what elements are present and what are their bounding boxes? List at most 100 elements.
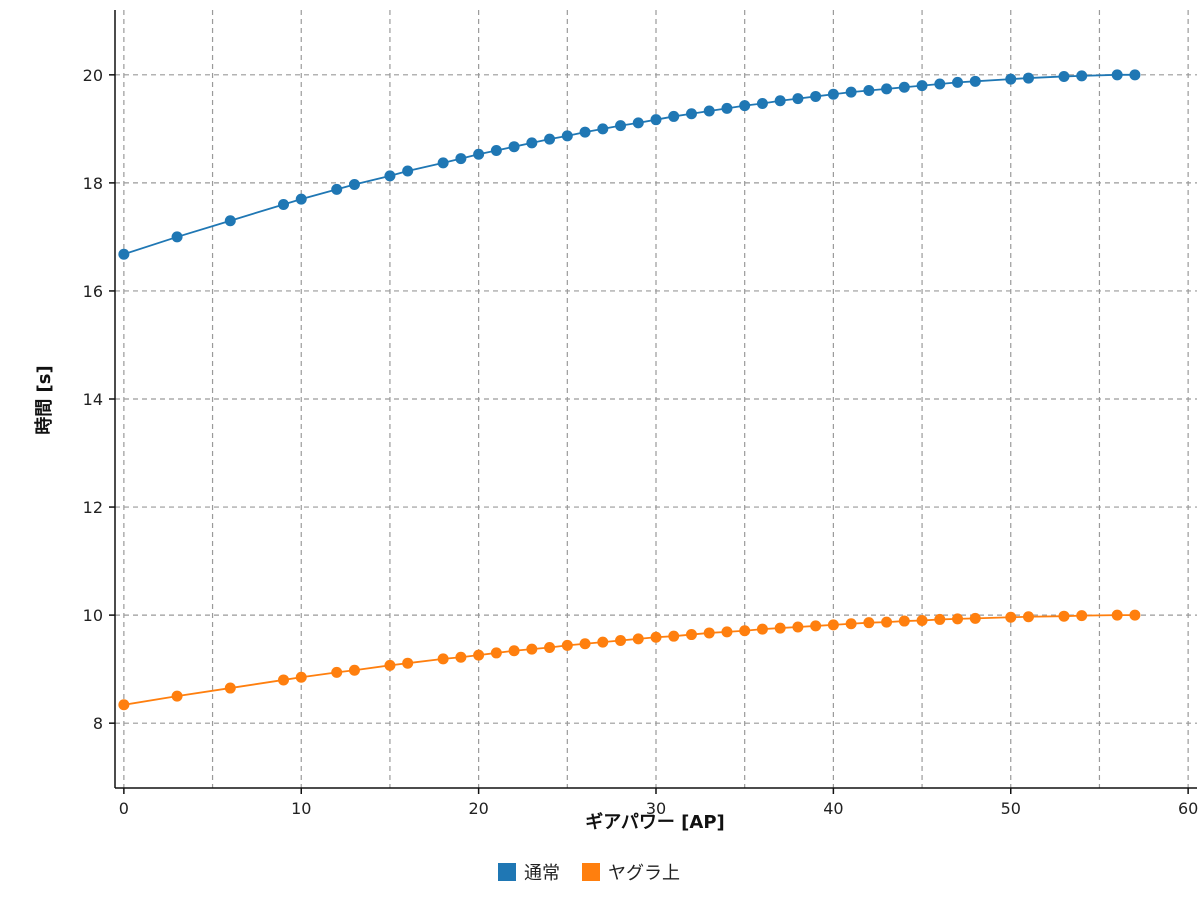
data-point — [632, 633, 644, 645]
series-line — [123, 73, 1135, 256]
data-point — [295, 193, 307, 205]
legend-item: ヤグラ上 — [582, 863, 680, 884]
data-point — [845, 618, 857, 630]
data-point — [348, 179, 360, 191]
data-point — [1022, 72, 1034, 84]
data-point — [1022, 611, 1034, 623]
data-point — [810, 90, 822, 102]
data-point — [969, 612, 981, 624]
data-point — [827, 619, 839, 631]
data-point — [792, 621, 804, 633]
data-point — [295, 671, 307, 683]
data-point — [774, 95, 786, 107]
data-point — [792, 93, 804, 105]
data-point — [650, 631, 662, 643]
data-point — [916, 615, 928, 627]
data-point — [827, 88, 839, 100]
x-tick-label: 60 — [1178, 799, 1198, 818]
data-point — [508, 141, 520, 153]
data-point — [1058, 70, 1070, 82]
data-point — [863, 85, 875, 97]
data-point — [881, 83, 893, 95]
data-point — [721, 626, 733, 638]
data-point — [526, 137, 538, 149]
data-point — [774, 622, 786, 634]
data-point — [597, 636, 609, 648]
legend-swatch — [498, 863, 516, 881]
x-axis-title: ギアパワー [AP] — [585, 812, 724, 833]
legend: 通常 ヤグラ上 — [498, 863, 680, 884]
data-point — [597, 123, 609, 135]
data-point — [348, 664, 360, 676]
legend-swatch — [582, 863, 600, 881]
data-point — [721, 102, 733, 114]
x-tick-label: 50 — [1001, 799, 1021, 818]
data-point — [118, 699, 130, 711]
data-point — [898, 615, 910, 627]
series-2 — [118, 609, 1141, 711]
data-point — [739, 625, 751, 637]
data-point — [863, 617, 875, 629]
data-point — [881, 616, 893, 628]
data-point — [455, 153, 467, 165]
grid-lines — [115, 10, 1197, 788]
x-tick-label: 10 — [291, 799, 311, 818]
axes: 0 10 20 30 40 50 60 8 10 12 14 16 18 20 — [83, 10, 1198, 818]
data-point — [1076, 610, 1088, 622]
data-point — [118, 248, 130, 260]
x-tick-label: 0 — [119, 799, 129, 818]
data-point — [1076, 70, 1088, 82]
data-point — [561, 130, 573, 142]
data-point — [278, 674, 290, 686]
y-tick-label: 16 — [83, 282, 103, 301]
data-point — [615, 120, 627, 132]
legend-label: ヤグラ上 — [608, 863, 680, 884]
data-point — [331, 666, 343, 678]
data-point — [756, 97, 768, 109]
data-point — [579, 638, 591, 650]
data-point — [739, 100, 751, 112]
data-point — [969, 75, 981, 87]
data-point — [615, 635, 627, 647]
data-point — [473, 148, 485, 160]
data-point — [224, 682, 236, 694]
data-point — [1111, 609, 1123, 621]
series-line — [123, 614, 1135, 706]
y-axis-title: 時間 [s] — [34, 365, 55, 434]
data-point — [703, 627, 715, 639]
data-point — [579, 126, 591, 138]
data-point — [668, 110, 680, 122]
data-point — [810, 620, 822, 632]
data-point — [437, 653, 449, 665]
data-point — [1111, 69, 1123, 81]
x-tick-label: 20 — [468, 799, 488, 818]
legend-label: 通常 — [524, 863, 560, 884]
data-point — [544, 133, 556, 145]
data-point — [952, 76, 964, 88]
data-point — [171, 231, 183, 243]
data-point — [508, 645, 520, 657]
legend-item: 通常 — [498, 863, 560, 884]
data-point — [898, 81, 910, 93]
data-point — [1005, 611, 1017, 623]
y-tick-label: 8 — [93, 714, 103, 733]
data-point — [402, 657, 414, 669]
data-point — [1129, 609, 1141, 621]
data-point — [402, 165, 414, 177]
y-tick-label: 18 — [83, 174, 103, 193]
series-1 — [118, 69, 1141, 260]
data-point — [224, 215, 236, 227]
y-tick-label: 12 — [83, 498, 103, 517]
data-point — [384, 170, 396, 182]
data-point — [437, 157, 449, 169]
y-tick-label: 20 — [83, 66, 103, 85]
data-point — [934, 613, 946, 625]
data-point — [490, 647, 502, 659]
data-point — [1058, 610, 1070, 622]
data-point — [916, 80, 928, 92]
data-point — [952, 613, 964, 625]
series-layer — [118, 69, 1141, 711]
data-point — [561, 639, 573, 651]
